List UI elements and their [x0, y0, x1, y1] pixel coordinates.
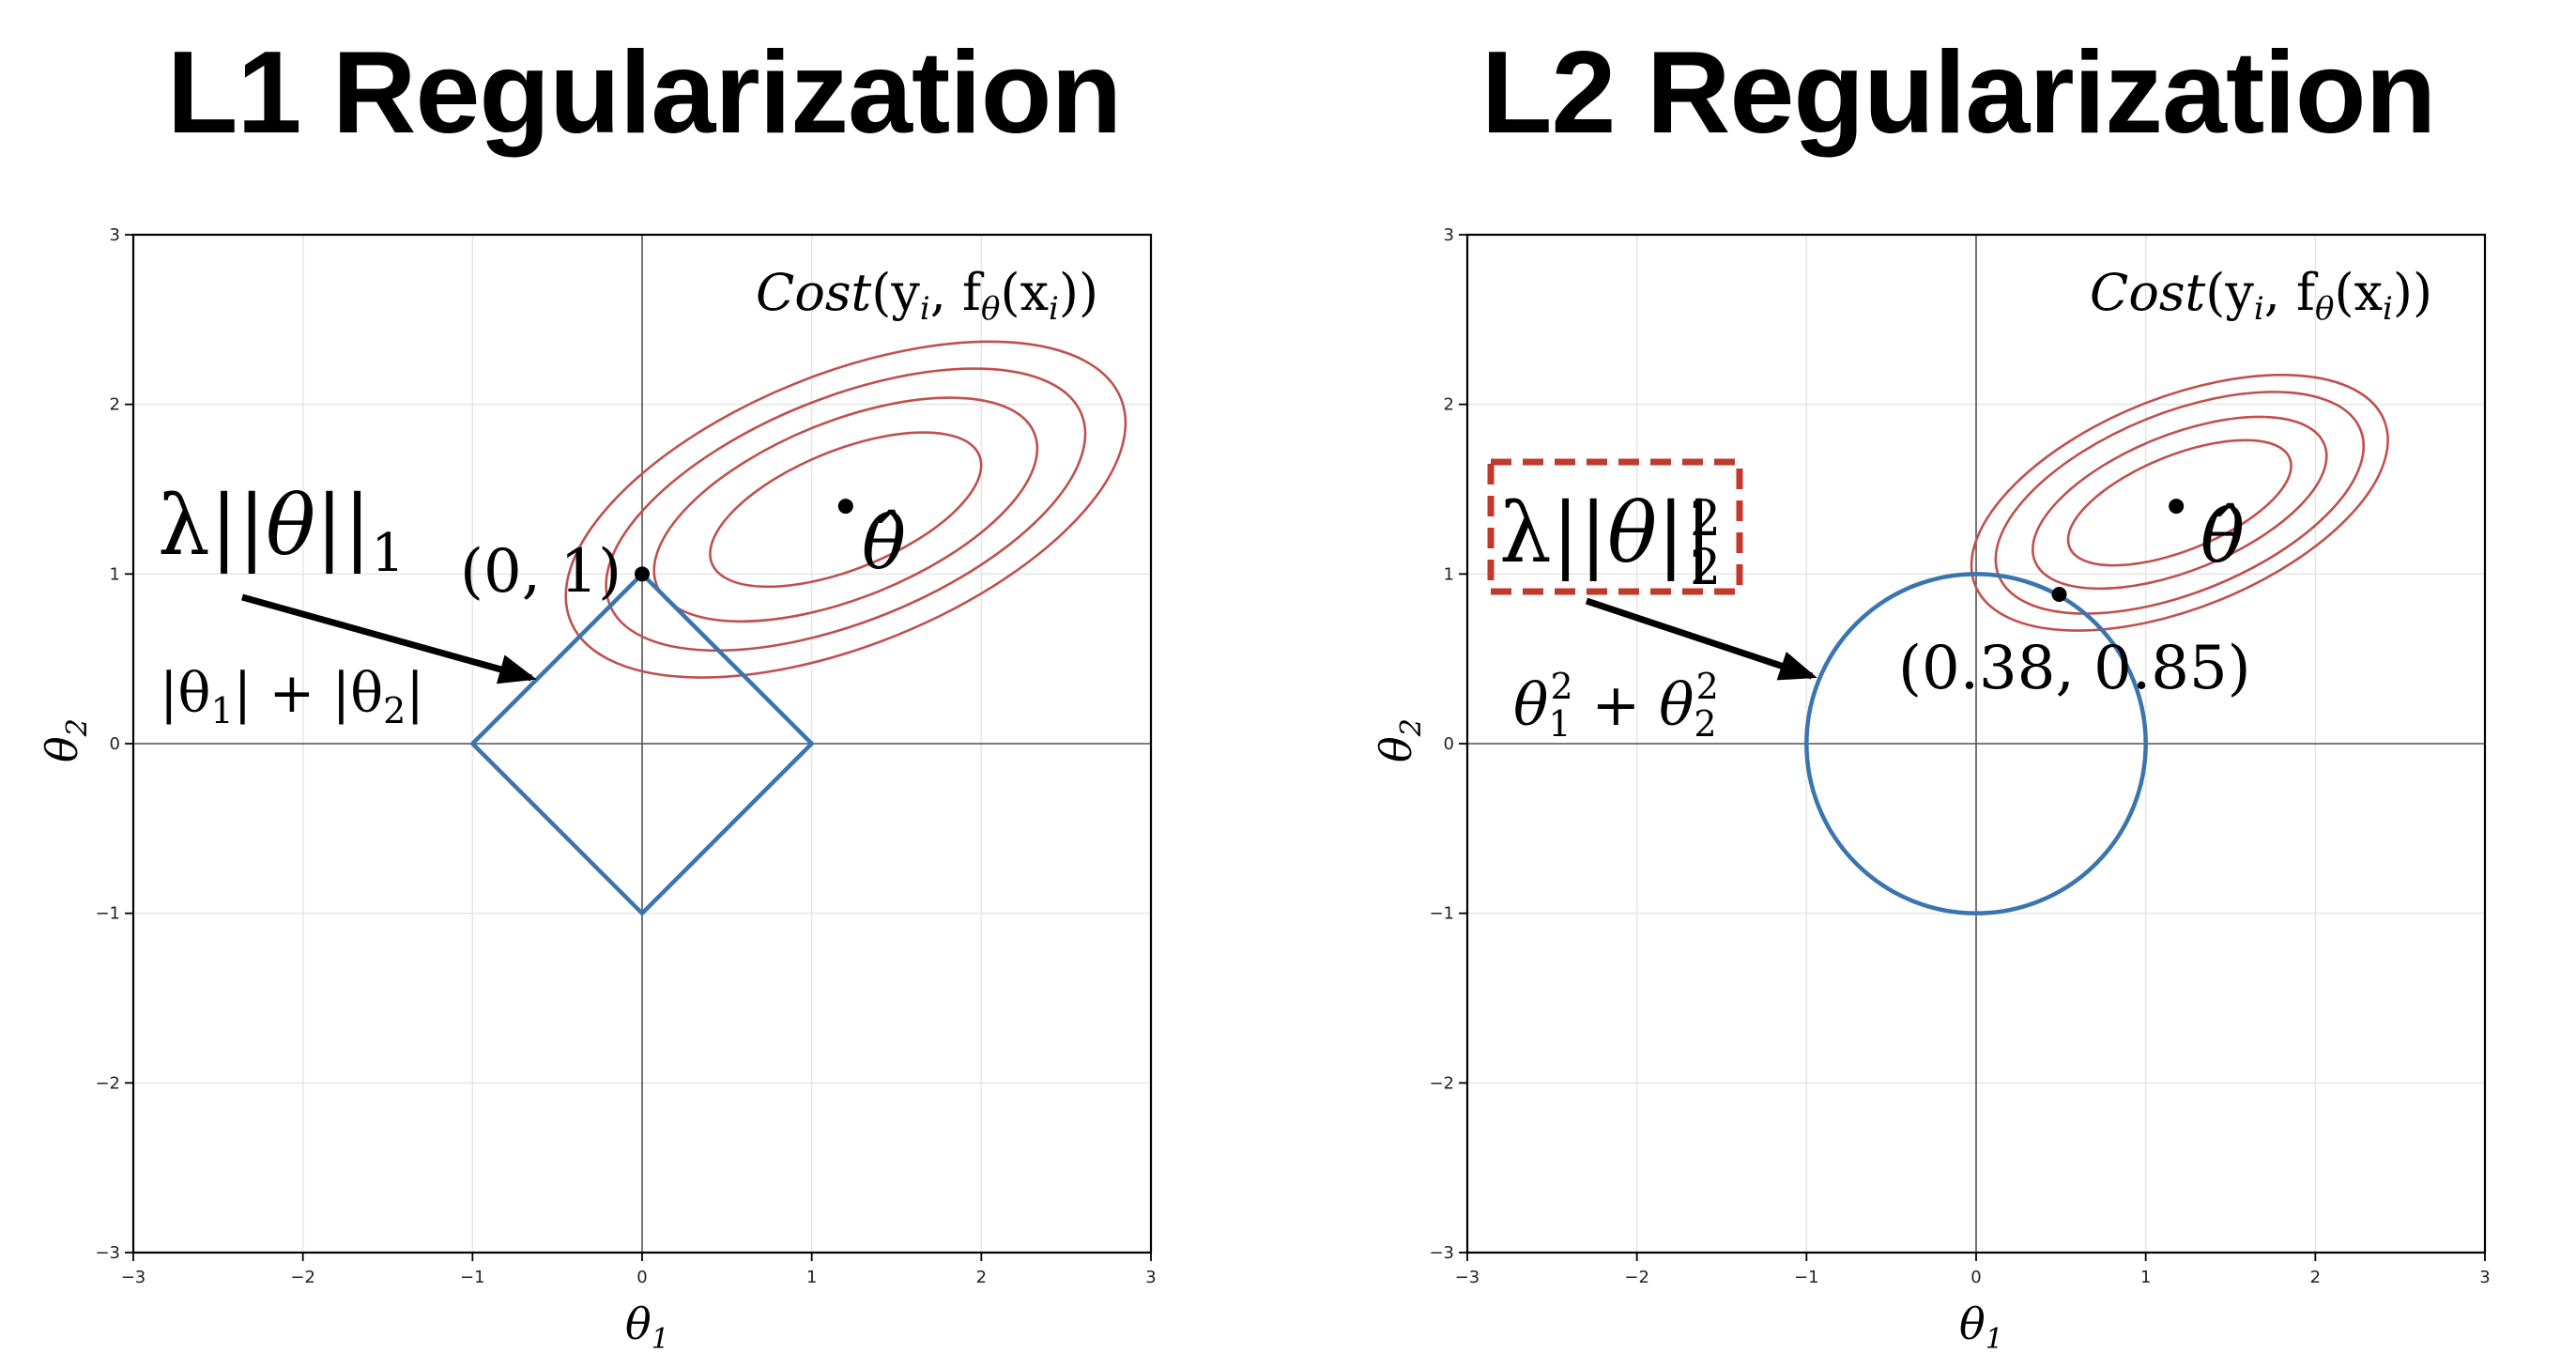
l1-x-tick-label: −2 [290, 1268, 315, 1287]
l1-x-tick-label: −1 [460, 1268, 485, 1287]
l1-y-tick-label: −1 [95, 904, 120, 924]
l2-y-axis-label: θ2 [1371, 718, 1428, 762]
l2-theta-hat-point [2169, 499, 2185, 515]
l1-y-tick-label: −2 [95, 1073, 120, 1093]
l2-y-tick-label: 3 [1444, 225, 1454, 245]
l2-x-tick-label: 3 [2479, 1268, 2490, 1287]
l2-x-tick-label: 2 [2310, 1268, 2321, 1287]
l1-x-axis-label: θ1 [625, 1299, 669, 1356]
l2-x-axis-label: θ1 [1959, 1299, 2003, 1356]
l2-solution-point [2051, 587, 2067, 603]
l1-x-tick-label: −3 [121, 1268, 146, 1287]
l1-y-axis-label: θ2 [37, 718, 94, 762]
l1-theta-hat-label: θ̂ [862, 501, 906, 586]
l1-theta-hat-point [837, 499, 853, 515]
l1-y-tick-label: 2 [110, 395, 120, 415]
l1-y-tick-label: −3 [95, 1243, 120, 1263]
l2-cost-contour [1970, 374, 2389, 632]
l2-point-label: (0.38, 0.85) [1898, 634, 2251, 703]
l1-x-tick-label: 1 [806, 1268, 817, 1287]
l1-point-label: (0, 1) [460, 537, 621, 607]
l1-penalty-label: λ||θ||1 [158, 477, 405, 584]
l1-y-tick-label: 1 [110, 564, 120, 584]
l1-l1-constraint-diamond [469, 571, 815, 916]
l1-y-tick-label: 3 [110, 225, 120, 245]
l2-theta-hat-label: θ̂ [2200, 495, 2245, 579]
l2-expanded-label: θ12 + θ22 [1513, 666, 1719, 745]
l2-cost-contour [2066, 438, 2292, 567]
l2-l2-constraint-circle [1804, 572, 2148, 915]
l2-penalty-label: λ||θ||2 2 [1499, 485, 1721, 596]
l2-title: L2 Regularization [1480, 28, 2436, 158]
l2-plot: −3−3 −2 −2 −1 −1 0 0 1 1 2 2 3 3 θ1 θ2 [1371, 225, 2491, 1356]
l1-plot: −3−3 −2 −2 −1 −1 0 0 1 1 2 2 3 3 θ1 θ2 [37, 225, 1157, 1356]
l1-cost-contour [564, 340, 1127, 679]
l1-pointer-arrow-shaft [241, 593, 532, 682]
l2-y-tick-label: 1 [1444, 564, 1454, 584]
l2-pointer-arrow-shaft [1585, 597, 1814, 680]
l2-cost-contour [2032, 415, 2328, 591]
l1-cost-label: Cost(yi, fθ(xi)) [756, 263, 1098, 328]
l2-cost-label: Cost(yi, fθ(xi)) [2090, 263, 2432, 328]
l2-y-tick-label: 0 [1444, 734, 1454, 754]
l1-y-tick-label: 0 [110, 734, 120, 754]
l2-x-tick-label: −2 [1624, 1268, 1649, 1287]
l1-cost-contour [652, 396, 1039, 623]
l1-x-tick-label: 0 [636, 1268, 647, 1287]
l1-x-tick-label: 2 [976, 1268, 987, 1287]
l1-expanded-label: |θ1| + |θ2| [160, 661, 424, 731]
l2-x-tick-label: 0 [1970, 1268, 1981, 1287]
l1-cost-contour [709, 431, 983, 589]
l1-title: L1 Regularization [166, 28, 1122, 158]
l2-pointer-arrow-head [1776, 652, 1817, 681]
l2-y-tick-label: −1 [1429, 904, 1454, 924]
l2-y-tick-label: 2 [1444, 395, 1454, 415]
l2-y-tick-label: −2 [1429, 1073, 1454, 1093]
l2-x-tick-label: −3 [1455, 1268, 1480, 1287]
l1-solution-point [635, 566, 650, 582]
l1-pointer-arrow-head [496, 654, 537, 684]
l2-x-tick-label: 1 [2140, 1268, 2151, 1287]
l1-x-tick-label: 3 [1145, 1268, 1156, 1287]
l2-x-tick-label: −1 [1794, 1268, 1819, 1287]
l2-y-tick-label: −3 [1429, 1243, 1454, 1263]
